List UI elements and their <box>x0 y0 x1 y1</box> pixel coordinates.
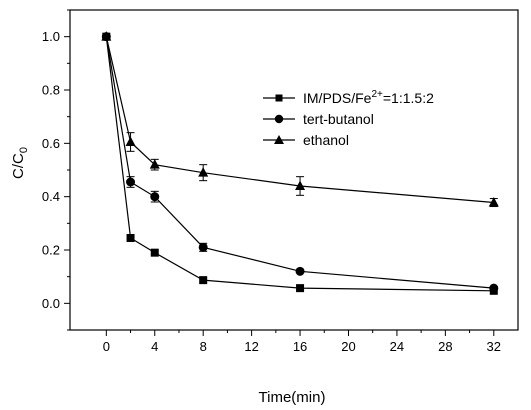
legend-marker-circle <box>274 114 284 124</box>
series-line <box>105 36 494 289</box>
series-line <box>105 36 494 292</box>
y-tick-label: 0.2 <box>42 243 60 258</box>
legend-marker-square <box>275 94 283 102</box>
data-point-square <box>199 276 208 285</box>
series-3-triangle <box>101 31 499 208</box>
data-point-circle <box>489 283 499 293</box>
legend-marker-triangle <box>274 135 284 144</box>
series-2-circle <box>101 32 499 293</box>
x-tick-label: 28 <box>438 339 452 354</box>
series-1-square <box>102 32 498 295</box>
y-axis-title-sub: 0 <box>18 147 30 153</box>
y-axis-title: C/C0 <box>10 147 30 179</box>
y-tick-label: 0.4 <box>42 189 60 204</box>
data-point-circle <box>126 177 136 187</box>
data-point-square <box>296 284 305 293</box>
data-point-circle <box>198 242 208 252</box>
data-point-triangle <box>295 180 306 190</box>
x-tick-label: 12 <box>244 339 258 354</box>
plot-frame <box>69 9 519 331</box>
y-tick-label: 0.6 <box>42 136 60 151</box>
data-point-triangle <box>149 159 160 169</box>
data-point-circle <box>150 192 160 202</box>
x-tick-label: 8 <box>200 339 207 354</box>
x-tick-label: 32 <box>487 339 501 354</box>
legend-label-series-2: tert-butanol <box>303 111 374 127</box>
data-point-triangle <box>101 31 112 41</box>
series-layer <box>101 31 499 295</box>
y-tick-label: 0.8 <box>42 83 60 98</box>
legend-label-series-1-sup: 2+ <box>371 89 383 100</box>
x-tick-label: 24 <box>390 339 404 354</box>
data-point-triangle <box>488 197 499 207</box>
data-point-triangle <box>198 167 209 177</box>
x-tick-label: 20 <box>341 339 355 354</box>
y-tick-label: 1.0 <box>42 29 60 44</box>
x-tick-label: 16 <box>293 339 307 354</box>
legend-label-series-1-tail: =1:1.5:2 <box>383 90 434 106</box>
legend-label-series-3: ethanol <box>303 132 349 148</box>
x-axis-title: Time(min) <box>259 389 326 406</box>
data-point-square <box>126 234 135 242</box>
data-point-circle <box>295 266 305 276</box>
y-axis-title-main: C/C <box>10 153 27 179</box>
legend: IM/PDS/Fe2+=1:1.5:2 tert-butanol ethanol <box>263 89 434 148</box>
series-line <box>105 36 494 204</box>
x-tick-label: 4 <box>151 339 158 354</box>
legend-label-series-1: IM/PDS/Fe2+=1:1.5:2 <box>303 89 434 106</box>
data-point-square <box>150 248 159 257</box>
legend-label-series-1-main: IM/PDS/Fe <box>303 90 372 106</box>
x-tick-label: 0 <box>103 339 110 354</box>
y-tick-label: 0.0 <box>42 296 60 311</box>
axes: 0 4 8 12 16 20 24 28 32 0.0 0.2 0.4 0.6 0.8 1.0 <box>42 9 519 354</box>
data-point-triangle <box>125 136 136 146</box>
